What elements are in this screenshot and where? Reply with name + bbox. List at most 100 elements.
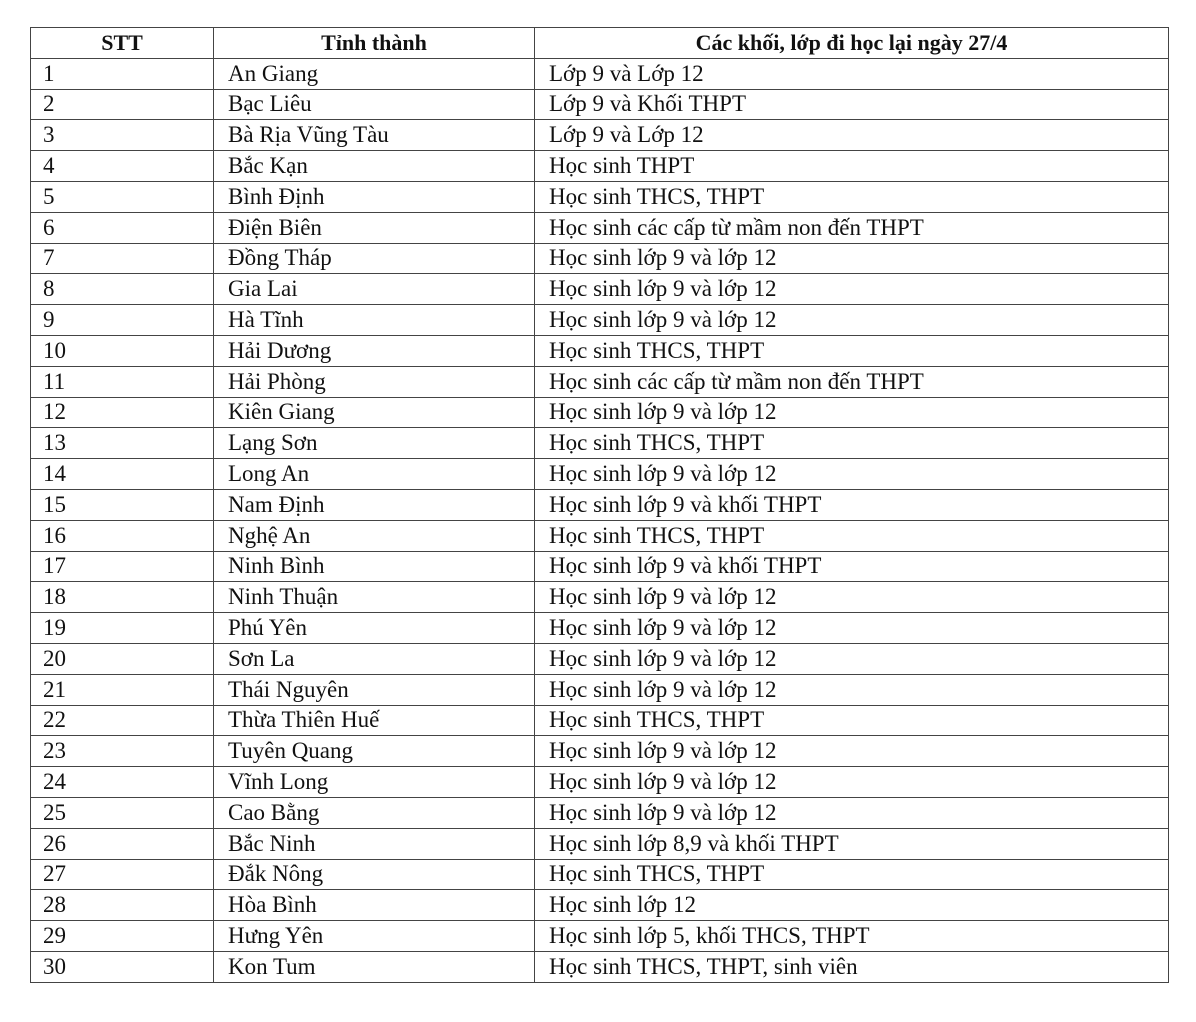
province-cell: Nghệ An [213, 519, 535, 552]
province-cell: Phú Yên [213, 612, 535, 644]
province-cell: Vĩnh Long [213, 766, 535, 798]
stt-cell: 5 [30, 180, 214, 213]
table-row: 4 Bắc Kạn Học sinh THPT [30, 150, 1169, 182]
table-row: 7 Đồng Tháp Học sinh lớp 9 và lớp 12 [30, 242, 1169, 275]
province-cell: Ninh Thuận [213, 581, 535, 614]
province-cell: Kiên Giang [213, 396, 535, 429]
stt-cell: 18 [30, 581, 214, 614]
grades-cell: Học sinh THCS, THPT [534, 427, 1169, 460]
grades-cell: Học sinh THPT [534, 150, 1169, 182]
grades-cell: Học sinh THCS, THPT [534, 180, 1169, 213]
grades-cell: Lớp 9 và Lớp 12 [534, 57, 1169, 90]
province-cell: Hòa Bình [213, 889, 535, 922]
table-row: 30 Kon Tum Học sinh THCS, THPT, sinh viên [30, 950, 1169, 983]
province-cell: Lạng Sơn [213, 427, 535, 460]
stt-cell: 10 [30, 334, 214, 367]
reopening-schedule-table: STT Tỉnh thành Các khối, lớp đi học lại … [30, 27, 1169, 983]
stt-cell: 24 [30, 766, 214, 798]
province-cell: Hải Phòng [213, 365, 535, 398]
stt-cell: 30 [30, 950, 214, 983]
grades-cell: Học sinh các cấp từ mầm non đến THPT [534, 211, 1169, 244]
table-body: 1 An Giang Lớp 9 và Lớp 12 2 Bạc Liêu Lớp 9 v… [30, 57, 1169, 983]
stt-cell: 11 [30, 365, 214, 398]
grades-cell: Học sinh lớp 9 và lớp 12 [534, 735, 1169, 768]
province-cell: Long An [213, 458, 535, 490]
table-row: 5 Bình Định Học sinh THCS, THPT [30, 180, 1169, 213]
stt-cell: 29 [30, 920, 214, 952]
stt-cell: 17 [30, 550, 214, 583]
table-row: 29 Hưng Yên Học sinh lớp 5, khối THCS, THP… [30, 920, 1169, 952]
table-row: 13 Lạng Sơn Học sinh THCS, THPT [30, 427, 1169, 460]
province-cell: Hà Tĩnh [213, 304, 535, 336]
province-cell: Sơn La [213, 642, 535, 675]
table-row: 3 Bà Rịa Vũng Tàu Lớp 9 và Lớp 12 [30, 119, 1169, 152]
stt-cell: 4 [30, 150, 214, 182]
table-row: 2 Bạc Liêu Lớp 9 và Khối THPT [30, 88, 1169, 121]
table-row: 9 Hà Tĩnh Học sinh lớp 9 và lớp 12 [30, 304, 1169, 336]
header-province: Tỉnh thành [213, 27, 535, 59]
grades-cell: Học sinh lớp 9 và lớp 12 [534, 581, 1169, 614]
grades-cell: Học sinh lớp 9 và lớp 12 [534, 396, 1169, 429]
grades-cell: Học sinh THCS, THPT [534, 334, 1169, 367]
stt-cell: 8 [30, 273, 214, 306]
province-cell: Kon Tum [213, 950, 535, 983]
stt-cell: 14 [30, 458, 214, 490]
grades-cell: Học sinh lớp 9 và lớp 12 [534, 673, 1169, 706]
grades-cell: Học sinh lớp 9 và lớp 12 [534, 458, 1169, 490]
stt-cell: 13 [30, 427, 214, 460]
province-cell: An Giang [213, 57, 535, 90]
table-row: 19 Phú Yên Học sinh lớp 9 và lớp 12 [30, 612, 1169, 644]
grades-cell: Học sinh lớp 8,9 và khối THPT [534, 827, 1169, 860]
stt-cell: 25 [30, 796, 214, 829]
stt-cell: 3 [30, 119, 214, 152]
table-row: 28 Hòa Bình Học sinh lớp 12 [30, 889, 1169, 922]
table-row: 17 Ninh Bình Học sinh lớp 9 và khối THPT [30, 550, 1169, 583]
province-cell: Thái Nguyên [213, 673, 535, 706]
grades-cell: Học sinh THCS, THPT [534, 704, 1169, 737]
header-grades: Các khối, lớp đi học lại ngày 27/4 [534, 27, 1169, 59]
table-row: 1 An Giang Lớp 9 và Lớp 12 [30, 57, 1169, 90]
province-cell: Hưng Yên [213, 920, 535, 952]
grades-cell: Học sinh lớp 9 và lớp 12 [534, 612, 1169, 644]
table-row: 22 Thừa Thiên Huế Học sinh THCS, THPT [30, 704, 1169, 737]
table-row: 21 Thái Nguyên Học sinh lớp 9 và lớp 12 [30, 673, 1169, 706]
grades-cell: Học sinh lớp 5, khối THCS, THPT [534, 920, 1169, 952]
stt-cell: 12 [30, 396, 214, 429]
province-cell: Tuyên Quang [213, 735, 535, 768]
grades-cell: Học sinh lớp 12 [534, 889, 1169, 922]
table-row: 15 Nam Định Học sinh lớp 9 và khối THPT [30, 488, 1169, 521]
stt-cell: 27 [30, 858, 214, 891]
table-row: 18 Ninh Thuận Học sinh lớp 9 và lớp 12 [30, 581, 1169, 614]
stt-cell: 15 [30, 488, 214, 521]
stt-cell: 19 [30, 612, 214, 644]
province-cell: Gia Lai [213, 273, 535, 306]
stt-cell: 16 [30, 519, 214, 552]
province-cell: Ninh Bình [213, 550, 535, 583]
grades-cell: Học sinh lớp 9 và lớp 12 [534, 766, 1169, 798]
province-cell: Đồng Tháp [213, 242, 535, 275]
grades-cell: Học sinh lớp 9 và lớp 12 [534, 642, 1169, 675]
stt-cell: 28 [30, 889, 214, 922]
table-row: 27 Đắk Nông Học sinh THCS, THPT [30, 858, 1169, 891]
grades-cell: Học sinh lớp 9 và khối THPT [534, 550, 1169, 583]
province-cell: Đắk Nông [213, 858, 535, 891]
table-row: 20 Sơn La Học sinh lớp 9 và lớp 12 [30, 642, 1169, 675]
province-cell: Bình Định [213, 180, 535, 213]
table-row: 12 Kiên Giang Học sinh lớp 9 và lớp 12 [30, 396, 1169, 429]
table-row: 16 Nghệ An Học sinh THCS, THPT [30, 519, 1169, 552]
grades-cell: Lớp 9 và Lớp 12 [534, 119, 1169, 152]
stt-cell: 7 [30, 242, 214, 275]
province-cell: Cao Bằng [213, 796, 535, 829]
province-cell: Nam Định [213, 488, 535, 521]
grades-cell: Học sinh các cấp từ mầm non đến THPT [534, 365, 1169, 398]
table-row: 10 Hải Dương Học sinh THCS, THPT [30, 334, 1169, 367]
grades-cell: Học sinh lớp 9 và lớp 12 [534, 242, 1169, 275]
stt-cell: 9 [30, 304, 214, 336]
province-cell: Bắc Kạn [213, 150, 535, 182]
stt-cell: 2 [30, 88, 214, 121]
header-row: STT Tỉnh thành Các khối, lớp đi học lại … [30, 27, 1169, 59]
stt-cell: 6 [30, 211, 214, 244]
table-row: 25 Cao Bằng Học sinh lớp 9 và lớp 12 [30, 796, 1169, 829]
grades-cell: Học sinh lớp 9 và lớp 12 [534, 304, 1169, 336]
province-cell: Thừa Thiên Huế [213, 704, 535, 737]
